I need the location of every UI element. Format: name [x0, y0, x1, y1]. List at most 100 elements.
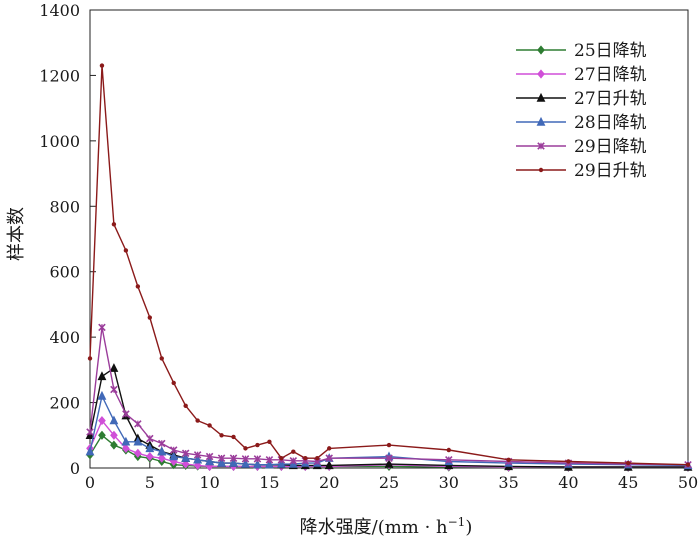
data-point-marker	[255, 442, 260, 448]
data-point-marker	[626, 460, 631, 466]
data-point-marker	[86, 428, 94, 436]
data-point-marker	[327, 446, 332, 451]
y-tick-label: 1400	[39, 1, 80, 20]
data-point-marker	[87, 356, 93, 361]
x-tick-label: 15	[259, 473, 279, 492]
data-point-marker	[566, 459, 571, 464]
data-point-marker	[97, 371, 107, 381]
data-point-marker	[205, 456, 215, 466]
data-point-marker	[229, 454, 238, 462]
data-point-marker	[121, 436, 131, 446]
data-point-marker	[385, 454, 393, 462]
axes: 0 5 10 15 20 25 30 35 40 45 50 0 200 400 600 800 1000 120…	[39, 1, 698, 492]
data-point-marker	[109, 363, 119, 372]
y-tick-label: 0	[70, 459, 80, 478]
data-point-marker	[181, 449, 190, 458]
data-point-marker	[146, 434, 154, 443]
x-tick-label: 50	[678, 473, 698, 492]
x-axis-title-main: 降水强度/(mm · h	[300, 517, 448, 538]
data-point-marker	[135, 284, 141, 289]
data-point-marker	[384, 458, 394, 468]
x-tick-label: 0	[85, 473, 95, 492]
data-point-marker	[157, 446, 167, 456]
y-tick-label: 600	[49, 263, 80, 282]
data-point-marker	[231, 434, 236, 440]
data-point-marker	[538, 167, 544, 173]
data-point-marker	[291, 449, 296, 454]
data-point-marker	[157, 439, 166, 448]
data-point-marker	[157, 453, 166, 463]
legend-item: 29日升轨	[516, 161, 647, 181]
data-point-marker	[267, 439, 272, 445]
y-axis-title: 样本数	[6, 207, 27, 261]
data-point-marker	[446, 447, 451, 453]
data-point-marker	[217, 457, 226, 467]
legend-item: 25日降轨	[516, 41, 647, 61]
legend-label: 27日升轨	[574, 89, 647, 109]
data-point-marker	[99, 63, 105, 68]
data-point-marker	[98, 323, 106, 332]
legend-item: 28日降轨	[516, 113, 647, 133]
x-tick-label: 10	[199, 473, 219, 492]
data-point-marker	[536, 116, 546, 126]
data-point-marker	[122, 410, 130, 418]
y-tick-label: 1000	[39, 132, 80, 151]
data-point-marker	[219, 433, 224, 438]
data-point-marker	[169, 446, 178, 454]
data-point-marker	[111, 222, 117, 227]
legend-label: 25日降轨	[574, 41, 647, 61]
data-point-marker	[325, 454, 333, 462]
data-point-marker	[217, 454, 226, 462]
data-point-marker	[253, 459, 262, 469]
data-point-marker	[207, 423, 212, 428]
data-point-marker	[147, 315, 152, 320]
y-tick-label: 800	[49, 197, 80, 216]
data-point-marker	[169, 451, 179, 461]
data-point-marker	[229, 457, 238, 467]
legend-item: 27日降轨	[516, 65, 647, 85]
x-axis-title-close: )	[465, 517, 472, 538]
data-point-marker	[315, 455, 320, 461]
data-point-marker	[265, 456, 274, 464]
legend-item: 29日降轨	[516, 137, 647, 157]
data-point-marker	[133, 448, 142, 458]
data-point-marker	[123, 248, 129, 253]
data-point-marker	[183, 403, 188, 409]
data-point-marker	[303, 455, 308, 461]
data-point-marker	[110, 385, 118, 394]
legend: 25日降轨 27日降轨 27日升轨 28日降轨 29日降轨 29日升轨	[516, 41, 647, 181]
data-point-marker	[85, 446, 95, 456]
data-point-marker	[110, 440, 118, 450]
x-tick-label: 35	[498, 473, 518, 492]
x-tick-label: 25	[379, 473, 399, 492]
legend-label: 27日降轨	[574, 65, 647, 85]
data-point-marker	[537, 69, 545, 79]
data-point-marker	[537, 142, 545, 150]
data-point-marker	[134, 420, 142, 428]
legend-label: 29日降轨	[574, 137, 647, 157]
data-point-marker	[159, 356, 164, 361]
series-layer	[85, 63, 693, 472]
x-axis-title: 降水强度/(mm · h−1)	[300, 515, 473, 538]
x-tick-label: 45	[618, 473, 638, 492]
x-tick-label: 5	[145, 473, 155, 492]
data-point-marker	[279, 455, 284, 461]
data-point-marker	[195, 418, 200, 423]
y-tick-label: 1200	[39, 66, 80, 85]
data-point-marker	[445, 456, 453, 464]
y-tick-label: 200	[49, 394, 80, 413]
data-point-marker	[536, 92, 546, 102]
legend-label: 28日降轨	[574, 113, 647, 133]
legend-item: 27日升轨	[516, 89, 647, 109]
data-point-marker	[145, 451, 154, 462]
data-point-marker	[685, 462, 691, 467]
data-point-marker	[181, 459, 190, 469]
x-axis-title-exponent: −1	[448, 515, 466, 529]
data-point-marker	[193, 451, 202, 459]
data-point-marker	[243, 446, 248, 451]
data-point-marker	[241, 458, 250, 468]
data-point-marker	[97, 390, 107, 400]
data-point-marker	[181, 453, 191, 462]
data-point-marker	[133, 436, 143, 446]
